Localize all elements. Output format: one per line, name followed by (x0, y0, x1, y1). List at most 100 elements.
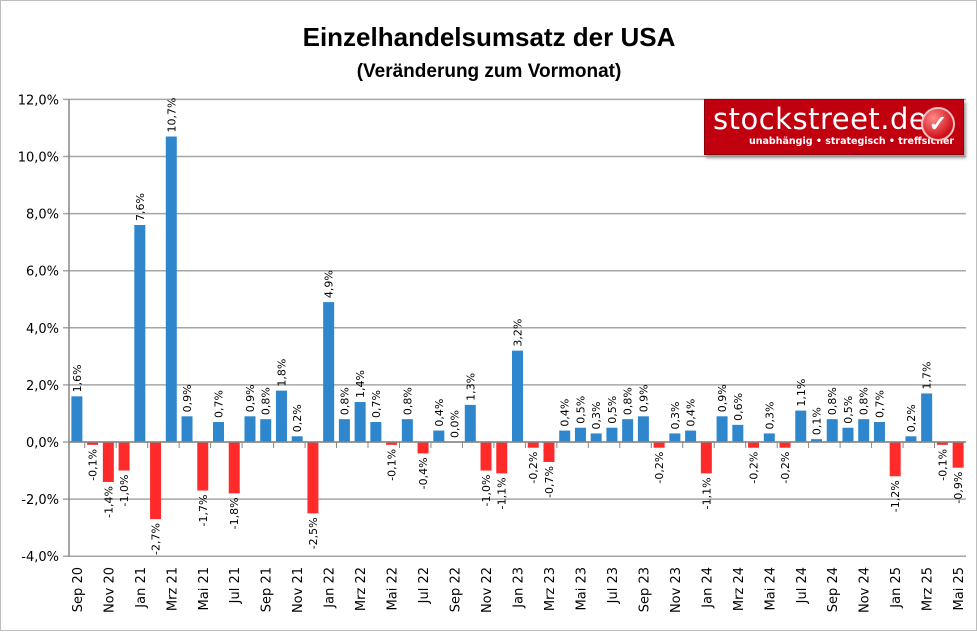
data-label: 0,4% (685, 399, 698, 427)
x-category-label: Nov 23 (669, 567, 684, 613)
bar (229, 442, 240, 493)
logo-slogan: unabhängig • strategisch • treffsicher (749, 136, 954, 147)
data-label: 0,3% (669, 401, 682, 429)
data-label: 4,9% (323, 270, 336, 298)
x-category-label: Mrz 25 (921, 567, 936, 611)
data-label: -1,0% (118, 475, 131, 507)
x-category-label: Mai 21 (197, 567, 212, 610)
bar (858, 419, 869, 442)
bar (748, 442, 759, 448)
x-category-label: Mrz 21 (165, 567, 180, 611)
x-category-label: Sep 22 (449, 567, 464, 612)
data-label: 0,8% (622, 387, 635, 415)
data-label: 0,7% (370, 390, 383, 418)
bar (559, 431, 570, 442)
data-label: -1,0% (480, 475, 493, 507)
bar (150, 442, 161, 519)
bar (795, 411, 806, 442)
data-label: -0,2% (779, 452, 792, 484)
bar (921, 393, 932, 442)
data-label: 0,9% (244, 384, 257, 412)
data-label: 7,6% (134, 193, 147, 221)
x-category-label: Nov 22 (480, 567, 495, 613)
bar (575, 428, 586, 442)
data-label: 0,4% (559, 399, 572, 427)
data-label: 1,6% (71, 364, 84, 392)
data-label: 0,3% (590, 401, 603, 429)
logo-name: stockstreet.de (713, 102, 927, 136)
x-category-label: Jul 21 (228, 567, 243, 604)
data-label: 0,7% (213, 390, 226, 418)
bar (717, 416, 728, 442)
data-label: -0,2% (748, 452, 761, 484)
bar (197, 442, 208, 491)
bar (638, 416, 649, 442)
data-label: 0,7% (873, 390, 886, 418)
x-category-label: Jul 23 (606, 567, 621, 604)
data-label: 0,5% (606, 396, 619, 424)
data-label: -0,2% (653, 452, 666, 484)
bar (481, 442, 492, 471)
data-label: 1,3% (464, 373, 477, 401)
y-tick-label: 2,0% (26, 379, 59, 394)
data-label: -0,7% (543, 466, 556, 498)
bar (433, 431, 444, 442)
data-label: 3,2% (512, 319, 525, 347)
bar (701, 442, 712, 473)
x-category-label: Sep 21 (260, 567, 275, 612)
y-tick-label: -4,0% (21, 550, 59, 565)
bar (496, 442, 507, 473)
bar (654, 442, 665, 448)
data-label: 0,8% (260, 387, 273, 415)
data-label: 0,0% (449, 410, 462, 438)
data-label: 1,7% (921, 362, 934, 390)
x-category-label: Jan 21 (134, 567, 149, 609)
data-label: -0,4% (417, 457, 430, 489)
data-label: 0,3% (763, 401, 776, 429)
data-label: -1,4% (102, 486, 115, 518)
x-category-label: Jul 22 (417, 567, 432, 604)
data-label: 1,1% (795, 379, 808, 407)
bar (732, 425, 743, 442)
bar (213, 422, 224, 442)
x-category-label: Mai 22 (386, 567, 401, 610)
bar (323, 302, 334, 442)
x-category-label: Mai 23 (574, 567, 589, 610)
x-category-label: Jan 23 (512, 567, 527, 609)
y-tick-label: -2,0% (21, 493, 59, 508)
bar (591, 433, 602, 442)
bar (953, 442, 964, 468)
bar (339, 419, 350, 442)
x-category-label: Nov 24 (858, 567, 873, 613)
x-category-label: Mrz 24 (732, 567, 747, 611)
bar (103, 442, 114, 482)
bar (622, 419, 633, 442)
x-category-label: Sep 24 (826, 567, 841, 612)
data-label: -0,1% (386, 449, 399, 481)
x-category-label: Jan 24 (700, 567, 715, 609)
data-label: 1,8% (275, 359, 288, 387)
bar (827, 419, 838, 442)
bar (370, 422, 381, 442)
data-label: -1,7% (197, 495, 210, 527)
bar (890, 442, 901, 476)
bar (905, 436, 916, 442)
bar (119, 442, 130, 471)
data-label: 0,8% (401, 387, 414, 415)
data-label: -2,5% (307, 517, 320, 549)
bar (543, 442, 554, 462)
x-category-label: Mai 24 (763, 567, 778, 610)
data-label: 0,9% (637, 384, 650, 412)
data-label: 0,8% (338, 387, 351, 415)
bar (764, 433, 775, 442)
bar (669, 433, 680, 442)
data-label: 0,6% (732, 393, 745, 421)
x-category-label: Nov 20 (102, 567, 117, 613)
data-label: -0,9% (952, 472, 965, 504)
bar (842, 428, 853, 442)
bar (276, 391, 287, 442)
data-label: 0,8% (858, 387, 871, 415)
bar (292, 436, 303, 442)
data-label: 1,4% (354, 370, 367, 398)
bar (874, 422, 885, 442)
